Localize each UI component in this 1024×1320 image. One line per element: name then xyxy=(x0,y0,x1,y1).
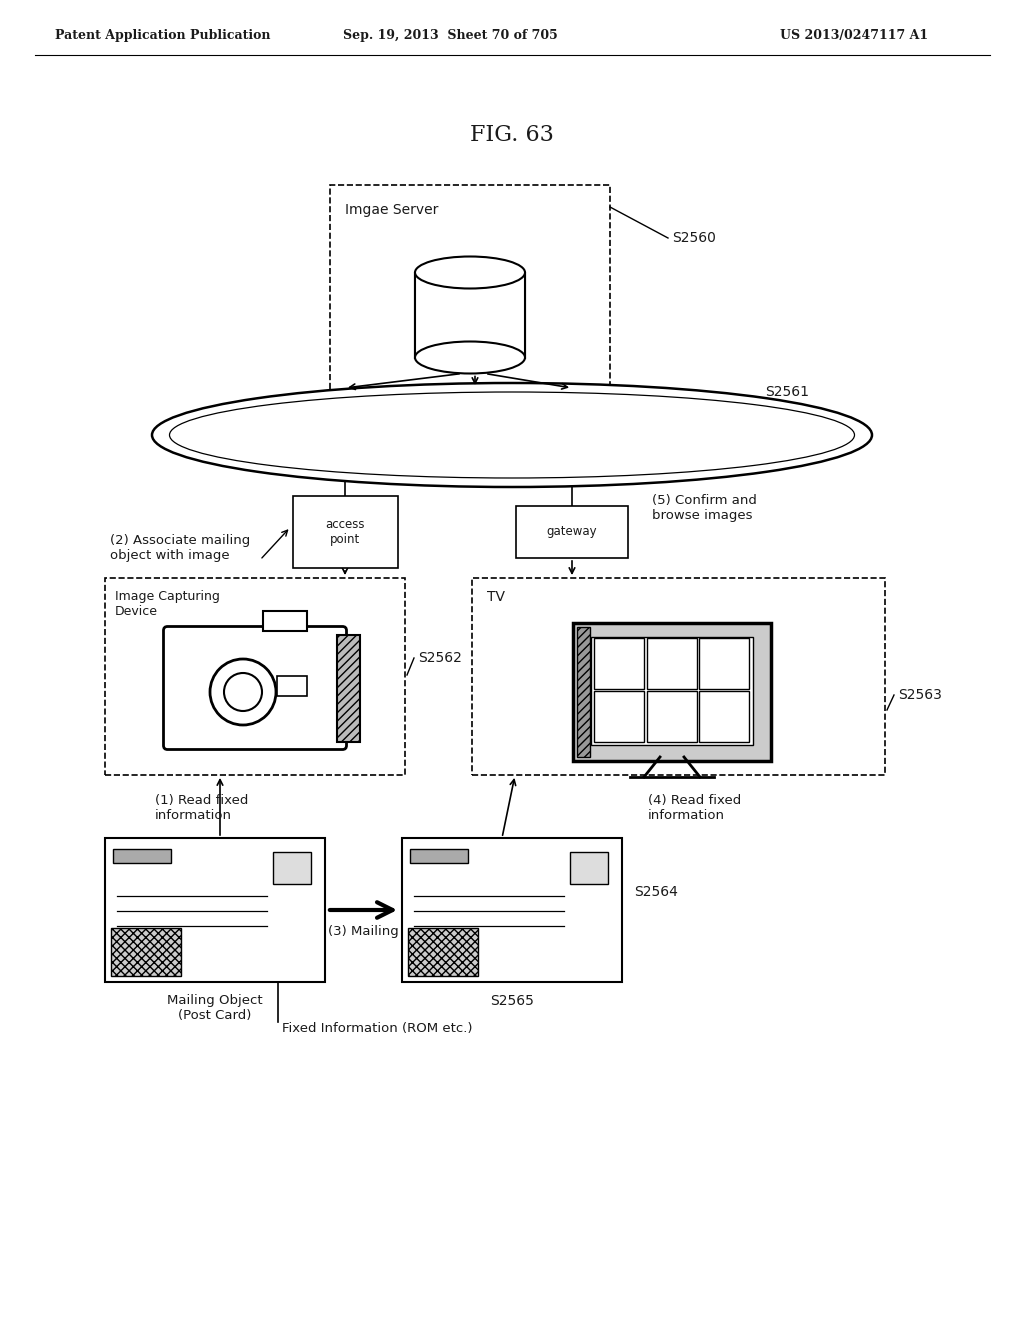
FancyBboxPatch shape xyxy=(337,635,360,742)
Text: (5) Confirm and
browse images: (5) Confirm and browse images xyxy=(652,494,757,521)
Text: Imgae Server: Imgae Server xyxy=(345,203,438,216)
Text: S2563: S2563 xyxy=(898,688,942,702)
FancyBboxPatch shape xyxy=(415,272,525,358)
Text: gateway: gateway xyxy=(547,525,597,539)
FancyBboxPatch shape xyxy=(594,692,644,742)
Circle shape xyxy=(210,659,276,725)
FancyBboxPatch shape xyxy=(699,692,749,742)
FancyBboxPatch shape xyxy=(573,623,771,762)
FancyBboxPatch shape xyxy=(105,578,406,775)
Text: (4) Read fixed
information: (4) Read fixed information xyxy=(648,795,741,822)
Ellipse shape xyxy=(415,342,525,374)
Text: Patent Application Publication: Patent Application Publication xyxy=(55,29,270,41)
FancyBboxPatch shape xyxy=(646,638,696,689)
FancyBboxPatch shape xyxy=(591,638,753,744)
FancyBboxPatch shape xyxy=(594,638,644,689)
Text: S2560: S2560 xyxy=(672,231,716,246)
FancyBboxPatch shape xyxy=(570,851,608,884)
Text: Image Capturing
Device: Image Capturing Device xyxy=(115,590,220,618)
Text: TV: TV xyxy=(487,590,505,605)
Text: Sep. 19, 2013  Sheet 70 of 705: Sep. 19, 2013 Sheet 70 of 705 xyxy=(343,29,557,41)
FancyBboxPatch shape xyxy=(410,849,468,863)
Text: S2565: S2565 xyxy=(490,994,534,1008)
Text: Fixed Information (ROM etc.): Fixed Information (ROM etc.) xyxy=(282,1022,472,1035)
FancyBboxPatch shape xyxy=(699,638,749,689)
FancyBboxPatch shape xyxy=(278,676,307,696)
Text: S2561: S2561 xyxy=(765,385,809,399)
FancyBboxPatch shape xyxy=(472,578,885,775)
FancyBboxPatch shape xyxy=(402,838,622,982)
FancyBboxPatch shape xyxy=(408,928,478,975)
FancyBboxPatch shape xyxy=(111,928,181,975)
Ellipse shape xyxy=(152,383,872,487)
Ellipse shape xyxy=(415,256,525,289)
FancyBboxPatch shape xyxy=(263,611,307,631)
FancyBboxPatch shape xyxy=(273,851,311,884)
Circle shape xyxy=(224,673,262,711)
FancyBboxPatch shape xyxy=(113,849,171,863)
FancyBboxPatch shape xyxy=(330,185,610,389)
Text: S2564: S2564 xyxy=(634,884,678,899)
Text: Mailing Object
(Post Card): Mailing Object (Post Card) xyxy=(167,994,263,1022)
FancyBboxPatch shape xyxy=(164,627,346,750)
FancyBboxPatch shape xyxy=(646,692,696,742)
Text: (2) Associate mailing
object with image: (2) Associate mailing object with image xyxy=(110,535,250,562)
FancyBboxPatch shape xyxy=(293,496,397,568)
Text: US 2013/0247117 A1: US 2013/0247117 A1 xyxy=(780,29,928,41)
Text: (1) Read fixed
information: (1) Read fixed information xyxy=(155,795,249,822)
FancyBboxPatch shape xyxy=(577,627,590,756)
Text: (3) Mailing: (3) Mailing xyxy=(328,925,399,939)
FancyBboxPatch shape xyxy=(516,506,628,558)
FancyBboxPatch shape xyxy=(105,838,325,982)
Text: access
point: access point xyxy=(326,517,365,546)
Text: S2562: S2562 xyxy=(418,651,462,665)
Text: FIG. 63: FIG. 63 xyxy=(470,124,554,147)
